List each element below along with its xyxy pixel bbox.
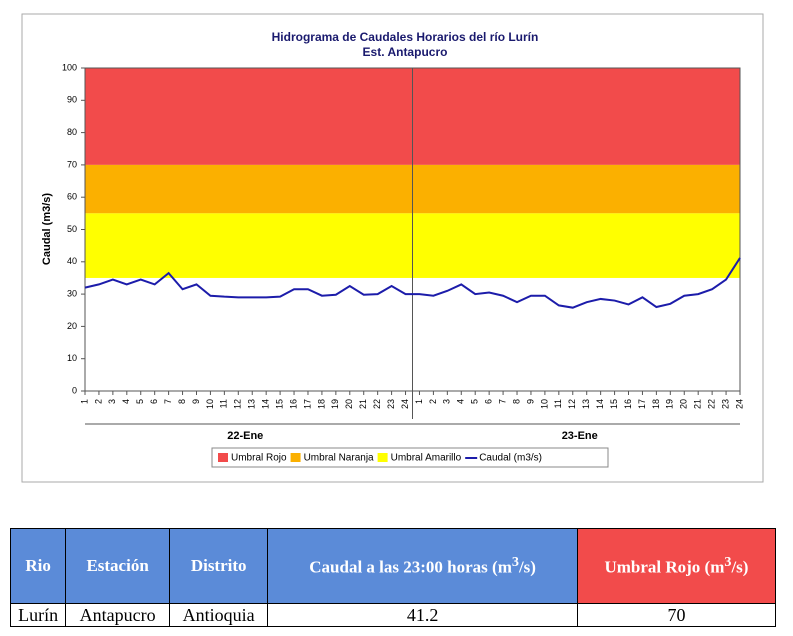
x-tick-label: 16 [288,399,298,409]
x-tick-label: 1 [414,399,424,404]
x-tick-label: 14 [261,399,271,409]
x-tick-label: 20 [679,399,689,409]
data-row: Lurín Antapucro Antioquia 41.2 70 [9,603,777,627]
data-cell: 70 [576,603,777,627]
legend-label: Umbral Rojo [231,453,287,464]
x-tick-label: 4 [456,399,466,404]
x-tick-label: 5 [470,399,480,404]
header-cell: Estación [65,528,170,604]
y-tick-label: 20 [67,321,77,331]
x-tick-label: 15 [274,399,284,409]
x-tick-label: 17 [302,399,312,409]
header-row: Rio Estación Distrito Caudal a las 23:00 ho… [9,528,777,604]
x-tick-label: 8 [511,399,521,404]
x-tick-label: 12 [567,399,577,409]
chart: Hidrograma de Caudales Horarios del río … [21,13,764,483]
header-cell: Rio [9,528,67,604]
data-cell: 41.2 [267,603,578,627]
x-tick-label: 16 [623,399,633,409]
x-tick-label: 1 [79,399,89,404]
x-tick-label: 24 [400,399,410,409]
x-tick-label: 13 [247,399,257,409]
legend-swatch [290,453,301,462]
data-cell: Antioquia [168,603,269,627]
legend: Umbral Rojo Umbral Naranja Umbral Amarillo… [211,447,609,468]
legend-label: Caudal (m3/s) [479,453,542,464]
group-label: 23-Ene [562,430,598,442]
x-tick-label: 7 [163,399,173,404]
x-tick-label: 22 [372,399,382,409]
x-tick-label: 21 [693,399,703,409]
x-tick-label: 11 [219,399,229,408]
x-tick-label: 2 [93,399,103,404]
header-sup: 3 [511,554,519,571]
y-tick-label: 40 [67,256,77,266]
x-tick-label: 21 [358,399,368,409]
chart-subtitle: Est. Antapucro [363,45,448,59]
x-tick-label: 20 [344,399,354,409]
legend-label: Umbral Amarillo [391,453,462,464]
x-tick-label: 6 [149,399,159,404]
header-cell: Umbral Rojo (m3/s) [576,528,777,604]
x-tick-label: 11 [553,399,563,408]
x-tick-label: 9 [525,399,535,404]
x-tick-label: 15 [609,399,619,409]
y-axis-label: Caudal (m3/s) [41,193,53,265]
header-text: Umbral Rojo (m [604,557,725,577]
data-line [84,257,741,309]
x-tick-label: 12 [233,399,243,409]
x-tick-label: 4 [121,399,131,404]
x-tick-label: 3 [442,399,452,404]
x-tick-label: 22 [707,399,717,409]
legend-label: Umbral Naranja [304,453,374,464]
x-tick-label: 19 [330,399,340,409]
x-tick-label: 23 [386,399,396,409]
header-text: /s) [731,557,749,577]
y-tick-label: 30 [67,288,77,298]
x-tick-label: 13 [581,399,591,409]
y-tick-label: 70 [67,159,77,169]
x-tick-label: 17 [637,399,647,409]
y-tick-label: 60 [67,192,77,202]
y-tick-label: 0 [72,385,77,395]
x-tick-label: 19 [665,399,675,409]
summary-table: Rio Estación Distrito Caudal a las 23:00 ho… [9,528,777,627]
x-tick-label: 6 [484,399,494,404]
header-cell: Caudal a las 23:00 horas (m3/s) [267,528,578,604]
y-tick-label: 80 [67,127,77,137]
x-tick-label: 18 [316,399,326,409]
x-tick-label: 3 [107,399,117,404]
x-tick-label: 10 [205,399,215,409]
legend-swatch [377,453,388,462]
y-tick-label: 100 [62,62,77,72]
x-tick-label: 8 [177,399,187,404]
x-tick-label: 23 [720,399,730,409]
y-tick-label: 90 [67,95,77,105]
x-tick-label: 10 [539,399,549,409]
group-label: 22-Ene [227,430,263,442]
header-cell: Distrito [168,528,269,604]
x-tick-label: 9 [191,399,201,404]
header-text: /s) [518,557,536,577]
x-tick-label: 18 [651,399,661,409]
x-tick-label: 7 [497,399,507,404]
legend-box [211,447,609,468]
header-sup: 3 [724,554,732,571]
data-cell: Antapucro [65,603,170,627]
x-tick-label: 14 [595,399,605,409]
header-text: Caudal a las 23:00 horas (m [309,557,512,577]
chart-title: Hidrograma de Caudales Horarios del río … [272,30,539,44]
x-tick-label: 5 [135,399,145,404]
legend-swatch [218,453,228,462]
data-cell: Lurín [9,603,67,627]
x-tick-label: 2 [428,399,438,404]
y-tick-label: 10 [67,353,77,363]
y-tick-label: 50 [67,224,77,234]
x-tick-label: 24 [734,399,744,409]
